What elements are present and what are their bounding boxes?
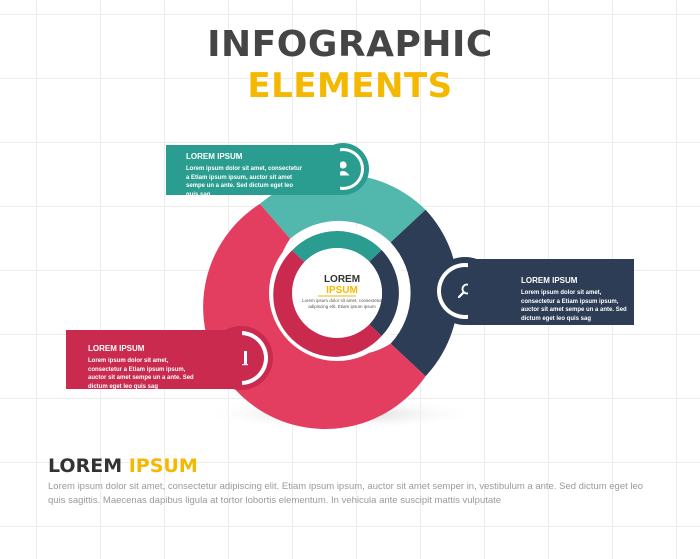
center-title-line-1: LOREM	[323, 274, 361, 285]
info-box-text: Lorem ipsum dolor sit amet, consectetur …	[88, 358, 194, 390]
title-line-1: INFOGRAPHIC	[207, 24, 493, 65]
outer-ring-segment-navy	[390, 209, 459, 377]
inner-ring-segment-teal	[292, 231, 382, 263]
inner-ring-segment-navy	[369, 250, 399, 336]
inner-ring-segment-pink	[273, 250, 382, 357]
center-circle	[292, 248, 382, 338]
info-box-title: LOREM IPSUM	[521, 276, 578, 285]
footer-title-word-2: IPSUM	[128, 455, 198, 477]
info-box-text: Lorem ipsum dolor sit amet, consectetur …	[186, 166, 303, 198]
info-box-title: LOREM IPSUM	[186, 152, 243, 161]
info-box-teal: LOREM IPSUM Lorem ipsum dolor sit amet, …	[166, 145, 340, 198]
info-box-pink: LOREM IPSUM Lorem ipsum dolor sit amet, …	[66, 330, 242, 390]
footer-title: LOREM IPSUM	[48, 455, 198, 477]
footer-title-word-1: LOREM	[48, 455, 123, 477]
center-text: Lorem ipsum dolor sit amet, consectetur …	[301, 298, 383, 309]
footer-text: Lorem ipsum dolor sit amet, consectetur …	[48, 481, 644, 506]
info-box-navy: LOREM IPSUM Lorem ipsum dolor sit amet, …	[468, 259, 634, 325]
title-line-2: ELEMENTS	[247, 66, 453, 106]
info-box-text: Lorem ipsum dolor sit amet, consectetur …	[521, 290, 627, 322]
center-title-line-2: IPSUM	[326, 285, 358, 296]
info-box-title: LOREM IPSUM	[88, 344, 145, 353]
